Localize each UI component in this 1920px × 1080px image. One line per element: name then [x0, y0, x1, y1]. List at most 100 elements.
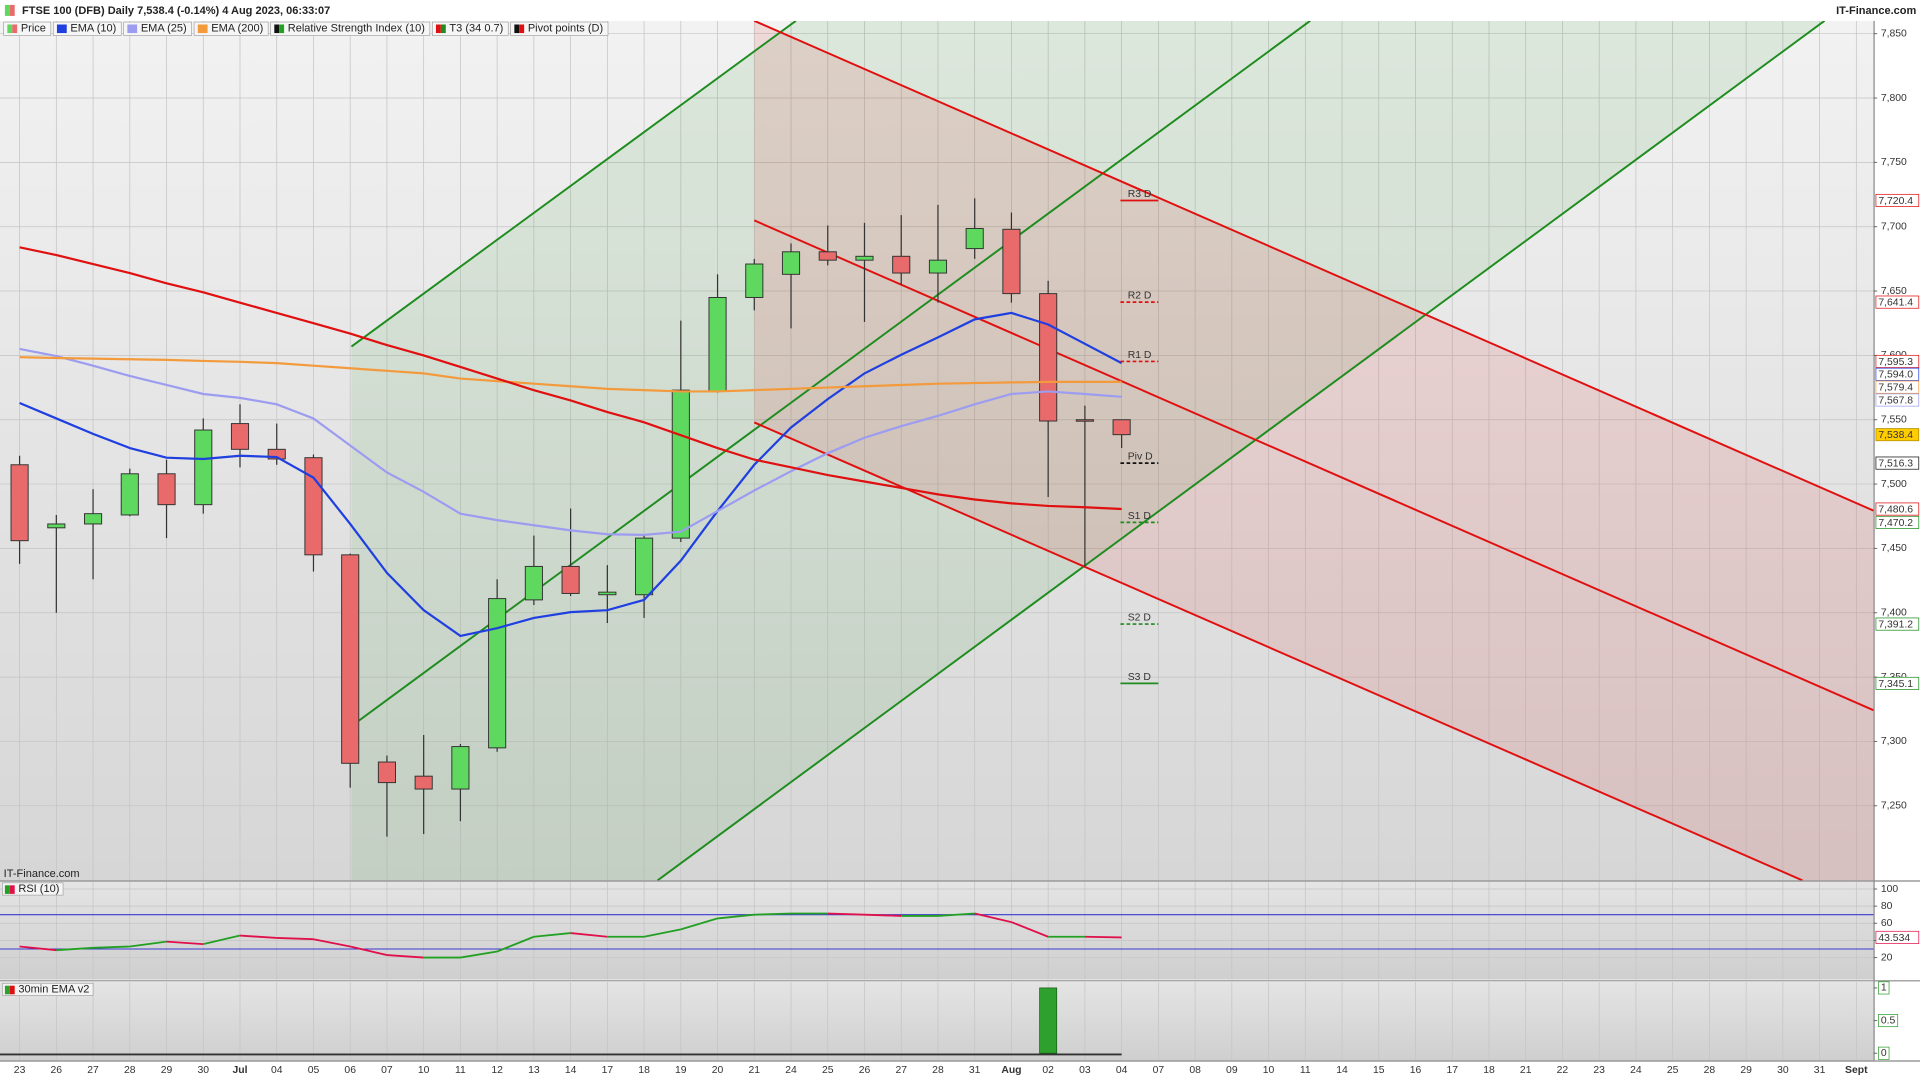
y-tick-label: 20: [1881, 952, 1893, 963]
y-tick-label: 0: [1881, 1048, 1887, 1059]
y-tick-label: 7,750: [1881, 157, 1907, 168]
candle-body: [745, 263, 764, 298]
value-tag-box: [1875, 428, 1920, 442]
pivot-label: Piv D: [1128, 452, 1153, 463]
panel-title-icon: [9, 985, 15, 995]
candle-body: [10, 464, 29, 542]
candle-body: [965, 228, 984, 250]
y-tick-label: 7,250: [1881, 801, 1907, 812]
x-tick-label: 14: [565, 1065, 577, 1076]
rsi-segment: [717, 913, 755, 920]
candle-body: [304, 457, 323, 556]
candle-body: [84, 513, 103, 525]
value-tag: 7,345.1: [1878, 679, 1913, 690]
value-tag: 7,579.4: [1878, 383, 1913, 394]
panel-title-icon: [9, 885, 15, 894]
legend-icon: [12, 24, 18, 34]
rsi-segment: [1011, 921, 1049, 938]
legend-label: Pivot points (D): [528, 23, 603, 35]
red-channel-line: [753, 219, 1874, 712]
green-channel-line: [350, 20, 1311, 727]
panel-title-box: [2, 882, 64, 896]
candle-body: [855, 255, 874, 261]
x-tick-label: 27: [895, 1065, 907, 1076]
x-tick-label: 02: [1042, 1065, 1054, 1076]
green-channel-line: [350, 20, 797, 348]
y-tick-label: 7,650: [1881, 286, 1907, 297]
x-tick-label: 09: [1226, 1065, 1238, 1076]
x-tick-label: 18: [638, 1065, 650, 1076]
x-tick-label: Aug: [1001, 1065, 1021, 1076]
y-tick-label: 1: [1881, 983, 1887, 994]
y-tick-label: 7,300: [1881, 736, 1907, 747]
value-tag: 7,470.2: [1878, 518, 1913, 529]
panel-title-icon: [4, 885, 10, 894]
value-tag: 43.534: [1878, 933, 1910, 944]
rsi-segment: [166, 940, 204, 946]
value-tag-box: [1875, 193, 1920, 207]
x-tick-label: 30: [1777, 1065, 1789, 1076]
main-panel-bg: [0, 20, 1874, 881]
line: [19, 311, 1123, 638]
x-tick-label: 23: [14, 1065, 26, 1076]
rsi-panel-bg: [0, 881, 1874, 980]
green-channel-area: [351, 20, 1825, 881]
x-tick-label: 11: [1300, 1065, 1311, 1076]
value-tag: 7,480.6: [1878, 504, 1913, 515]
value-tag-box: [1875, 676, 1920, 690]
pivot-label: S2 D: [1128, 613, 1151, 624]
line: [19, 246, 1122, 511]
tick-box: [1878, 1046, 1890, 1060]
candle-body: [488, 598, 507, 749]
y-tick-label: 7,400: [1881, 608, 1907, 619]
y-tick-label: 7,850: [1881, 28, 1907, 39]
candle-body: [157, 473, 176, 506]
x-tick-label: 26: [859, 1065, 871, 1076]
x-tick-label: 30: [197, 1065, 209, 1076]
value-tag-box: [1875, 393, 1920, 407]
bar: [1039, 987, 1058, 1054]
candle-body: [120, 473, 139, 516]
panel-title-icon: [4, 985, 10, 995]
x-tick-label: 19: [675, 1065, 687, 1076]
x-tick-label: 31: [969, 1065, 981, 1076]
x-tick-label: Sept: [1845, 1065, 1868, 1076]
legend-icon: [56, 24, 67, 34]
x-tick-label: 07: [1153, 1065, 1165, 1076]
legend-label: Relative Strength Index (10): [288, 23, 425, 35]
pivot-label: S1 D: [1128, 511, 1151, 522]
ema-panel-bg: [0, 982, 1874, 1061]
value-tag-box: [1875, 380, 1920, 394]
value-tag-box: [1875, 295, 1920, 309]
rsi-segment: [93, 945, 130, 949]
x-tick-label: 04: [1116, 1065, 1128, 1076]
x-tick-label: 08: [1189, 1065, 1201, 1076]
value-tag: 7,720.4: [1878, 196, 1913, 207]
candle-body: [451, 746, 470, 790]
y-tick-label: 7,450: [1881, 543, 1907, 554]
pivot-label: R3 D: [1128, 189, 1152, 200]
candle-body: [377, 761, 396, 784]
red-channel-line: [753, 20, 1874, 512]
legend-icon: [440, 24, 446, 34]
x-tick-label: 25: [822, 1065, 834, 1076]
pivot-label: R2 D: [1128, 291, 1152, 302]
rsi-segment: [680, 917, 718, 931]
marks: [0, 198, 1874, 1056]
tick-box: [1878, 981, 1890, 995]
legend-box: [431, 21, 509, 36]
x-tick-label: 24: [1630, 1065, 1642, 1076]
x-tick-label: 17: [1446, 1065, 1458, 1076]
candle-body: [414, 775, 433, 790]
source: IT-Finance.com: [1836, 5, 1916, 17]
x-tick-label: 24: [785, 1065, 797, 1076]
x-tick-label: 28: [1704, 1065, 1716, 1076]
rsi-segment: [643, 928, 681, 938]
x-tick-label: 15: [1373, 1065, 1385, 1076]
x-tick-label: 25: [1667, 1065, 1679, 1076]
y-tick-label: 60: [1881, 918, 1893, 929]
rsi-segment: [56, 946, 94, 952]
candle-body: [781, 251, 801, 275]
